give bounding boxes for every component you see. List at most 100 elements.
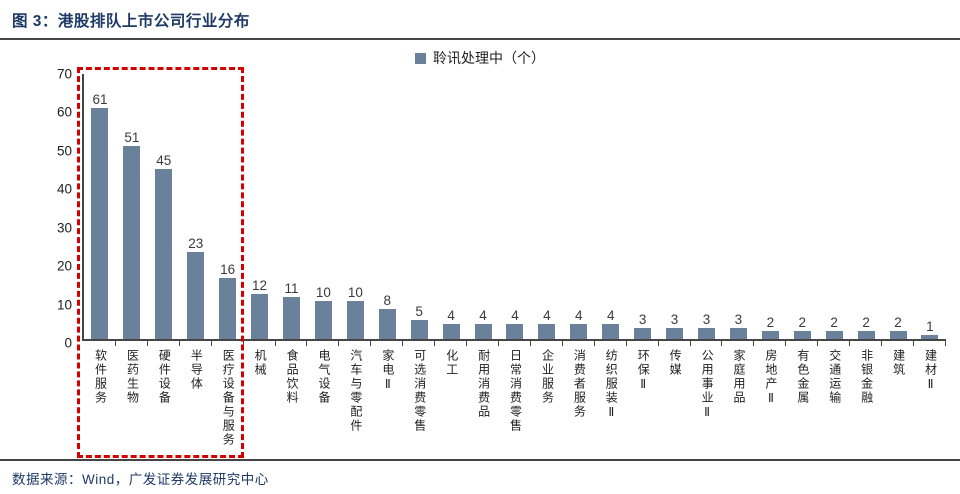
bar-value-label: 5 [415,304,423,320]
bar-column: 3 [659,74,691,339]
legend-label: 聆讯处理中（个） [433,50,545,66]
x-axis-label: 建筑 [891,349,906,377]
bar-value-label: 51 [124,129,140,145]
x-axis-tick [850,341,883,346]
x-label-cell: 电气设备 [307,349,339,451]
bar-column: 10 [307,74,339,339]
x-axis-tick [435,341,468,346]
bar-value-label: 3 [670,311,679,327]
x-axis-tick [212,341,244,346]
bar-column: 3 [627,74,659,339]
x-label-cell: 软件服务 [84,349,116,451]
bar [666,327,684,339]
legend-swatch [415,52,426,64]
bar [506,323,524,339]
bar-column: 4 [563,74,595,339]
bar [378,308,396,339]
bar-value-label: 11 [284,281,299,297]
plot-wrap: 61 51 45 23 16 12 11 10 10 8 5 4 4 4 4 4 4 3 3 3 3 2 2 2 2 2 1 软件服… [77,67,946,458]
x-axis-label: 可选消费零售 [412,349,427,433]
y-axis-tick-label: 50 [56,143,72,159]
x-label-cell: 建筑 [882,349,914,451]
x-label-cell: 食品饮料 [276,349,308,451]
bar [697,327,715,339]
x-label-cell: 非银金融 [850,349,882,451]
bar-column: 8 [371,74,403,339]
bar [921,335,939,339]
x-label-cell: 公用事业Ⅱ [691,349,723,451]
x-axis-label: 家庭用品 [731,349,746,405]
bar-value-label: 10 [315,285,331,301]
bar-column: 2 [850,74,882,339]
x-axis-label: 日常消费零售 [508,349,523,433]
bar [123,145,141,339]
bar-value-label: 23 [188,235,204,251]
legend: 聆讯处理中（个） [0,48,960,68]
x-axis-labels: 软件服务 医药生物 硬件设备 半导体 医疗设备与服务 机械 食品饮料 电气设备 汽车与零配件 家电… [82,349,946,451]
x-axis-label: 有色金属 [795,349,810,405]
x-label-cell: 化工 [435,349,467,451]
source-note: 数据来源：Wind，广发证券发展研究中心 [0,459,960,488]
x-label-cell: 日常消费零售 [499,349,531,451]
x-axis-tick [818,341,851,346]
x-axis-ticks [82,341,946,346]
bar [442,323,460,339]
x-axis-tick [659,341,691,346]
bar-column: 2 [754,74,786,339]
bar [634,327,652,339]
x-axis-label: 机械 [253,349,268,377]
bar [346,301,364,339]
x-axis-label: 环保Ⅱ [636,349,651,393]
bar-column: 2 [882,74,914,339]
bar-column: 3 [722,74,754,339]
x-axis-tick [531,341,563,346]
x-axis-tick [563,341,595,346]
bar-column: 23 [180,74,212,339]
bar-column: 11 [276,74,308,339]
x-axis-tick [403,341,436,346]
bar [91,108,109,339]
bar [857,331,875,339]
x-label-cell: 医药生物 [116,349,148,451]
bar-column: 4 [467,74,499,339]
bar [187,251,205,339]
x-axis-label: 消费者服务 [572,349,587,419]
bar-value-label: 3 [638,311,647,327]
bar-column: 4 [499,74,531,339]
bar-value-label: 4 [543,307,551,323]
bar-value-label: 2 [862,315,870,331]
bar-value-label: 2 [798,315,806,331]
bar-value-label: 4 [447,307,455,323]
x-label-cell: 纺织服装Ⅱ [595,349,627,451]
bar-value-label: 2 [894,315,902,331]
x-axis-label: 传媒 [668,349,683,377]
x-axis-tick [116,341,148,346]
x-label-cell: 房地产Ⅱ [754,349,786,451]
bar [538,323,556,339]
x-axis-label: 硬件设备 [157,349,172,405]
x-axis-tick [371,341,404,346]
x-label-cell: 消费者服务 [563,349,595,451]
x-axis-label: 企业服务 [540,349,555,405]
bar-column: 10 [339,74,371,339]
x-label-cell: 机械 [244,349,276,451]
x-label-cell: 传媒 [659,349,691,451]
bar-column: 61 [84,74,116,339]
bar-column: 5 [403,74,435,339]
bar [729,327,747,339]
bar-value-label: 45 [156,152,172,168]
x-label-cell: 汽车与零配件 [339,349,371,451]
x-axis-label: 医疗设备与服务 [221,349,236,447]
x-axis-tick [627,341,659,346]
x-label-cell: 环保Ⅱ [627,349,659,451]
x-axis-tick [339,341,372,346]
bar-column: 12 [244,74,276,339]
y-axis-tick-label: 10 [56,297,72,313]
bar-value-label: 1 [926,319,934,335]
bar-value-label: 2 [830,315,838,331]
y-axis-tick-label: 40 [56,181,72,197]
x-label-cell: 耐用消费品 [467,349,499,451]
x-axis-tick [467,341,499,346]
bar-value-label: 2 [766,315,775,331]
bar [825,331,843,339]
